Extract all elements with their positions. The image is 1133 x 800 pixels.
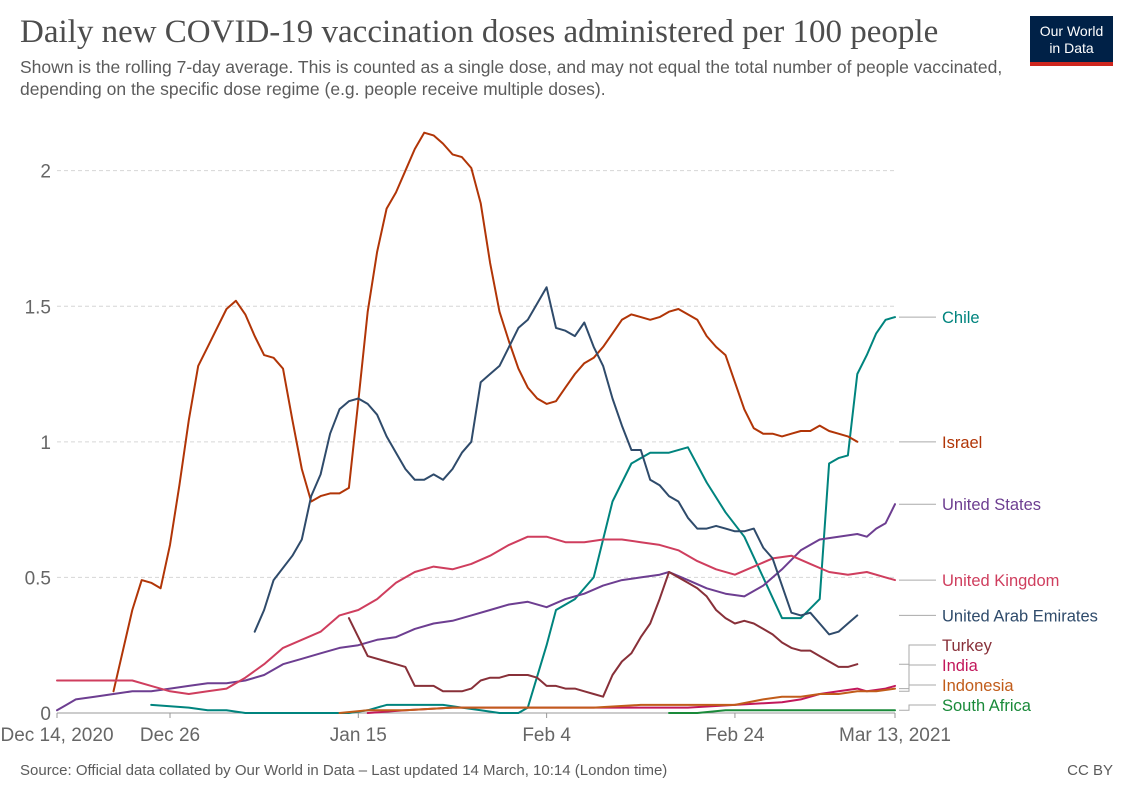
x-tick-label: Dec 14, 2020 (0, 725, 113, 746)
logo-line-1: Our World (1039, 23, 1104, 39)
y-tick-label: 0.5 (25, 568, 51, 589)
owid-logo[interactable]: Our World in Data (1030, 16, 1113, 66)
series-line-united-states (56, 503, 896, 712)
series-lines (56, 131, 896, 714)
license-link[interactable]: CC BY (1067, 762, 1113, 779)
series-label-israel: Israel (942, 434, 982, 452)
y-tick-label: 1.5 (25, 297, 51, 318)
series-line-india (366, 684, 896, 714)
chart-subtitle: Shown is the rolling 7-day average. This… (20, 57, 1003, 99)
x-tick-label: Feb 4 (522, 725, 571, 746)
series-label-turkey: Turkey (942, 637, 993, 655)
y-tick-label: 0 (40, 704, 51, 725)
series-line-united-kingdom (56, 535, 896, 695)
series-line-israel (112, 131, 859, 693)
source-note: Source: Official data collated by Our Wo… (20, 762, 668, 779)
series-line-indonesia (338, 687, 896, 714)
series-label-united-kingdom: United Kingdom (942, 572, 1059, 590)
x-tick-label: Mar 13, 2021 (839, 725, 951, 746)
label-connector-turkey (899, 644, 936, 665)
series-label-united-states: United States (942, 496, 1041, 514)
logo-line-2: in Data (1049, 40, 1094, 56)
gridlines (57, 170, 895, 578)
label-connector-south-africa (899, 704, 936, 711)
y-tick-label: 2 (40, 162, 51, 183)
line-chart: 0 0.5 1 1.5 2 Dec 14, 2020 Dec 26 Jan 15 Feb 4 F… (0, 131, 1098, 746)
x-tick-label: Feb 24 (705, 725, 765, 746)
x-tick-label: Dec 26 (140, 725, 200, 746)
legend-labels: Chile Israel United States United Kingdom Un… (899, 309, 1098, 715)
x-axis: Dec 14, 2020 Dec 26 Jan 15 Feb 4 Feb 24 Mar 1… (0, 712, 951, 746)
x-tick-label: Jan 15 (330, 725, 387, 746)
chart-title: Daily new COVID-19 vaccination doses adm… (20, 14, 939, 50)
series-label-chile: Chile (942, 309, 980, 327)
series-label-united-arab-emirates: United Arab Emirates (942, 607, 1098, 625)
series-label-south-africa: South Africa (942, 697, 1032, 715)
series-label-india: India (942, 657, 979, 675)
series-line-turkey (347, 571, 859, 698)
y-axis: 0 0.5 1 1.5 2 (25, 162, 51, 725)
series-label-indonesia: Indonesia (942, 677, 1014, 695)
series-line-south-africa (668, 709, 896, 714)
y-tick-label: 1 (40, 433, 51, 454)
label-connector-indonesia (899, 684, 936, 692)
label-connector-india (899, 664, 936, 690)
series-line-united-arab-emirates (253, 286, 859, 636)
